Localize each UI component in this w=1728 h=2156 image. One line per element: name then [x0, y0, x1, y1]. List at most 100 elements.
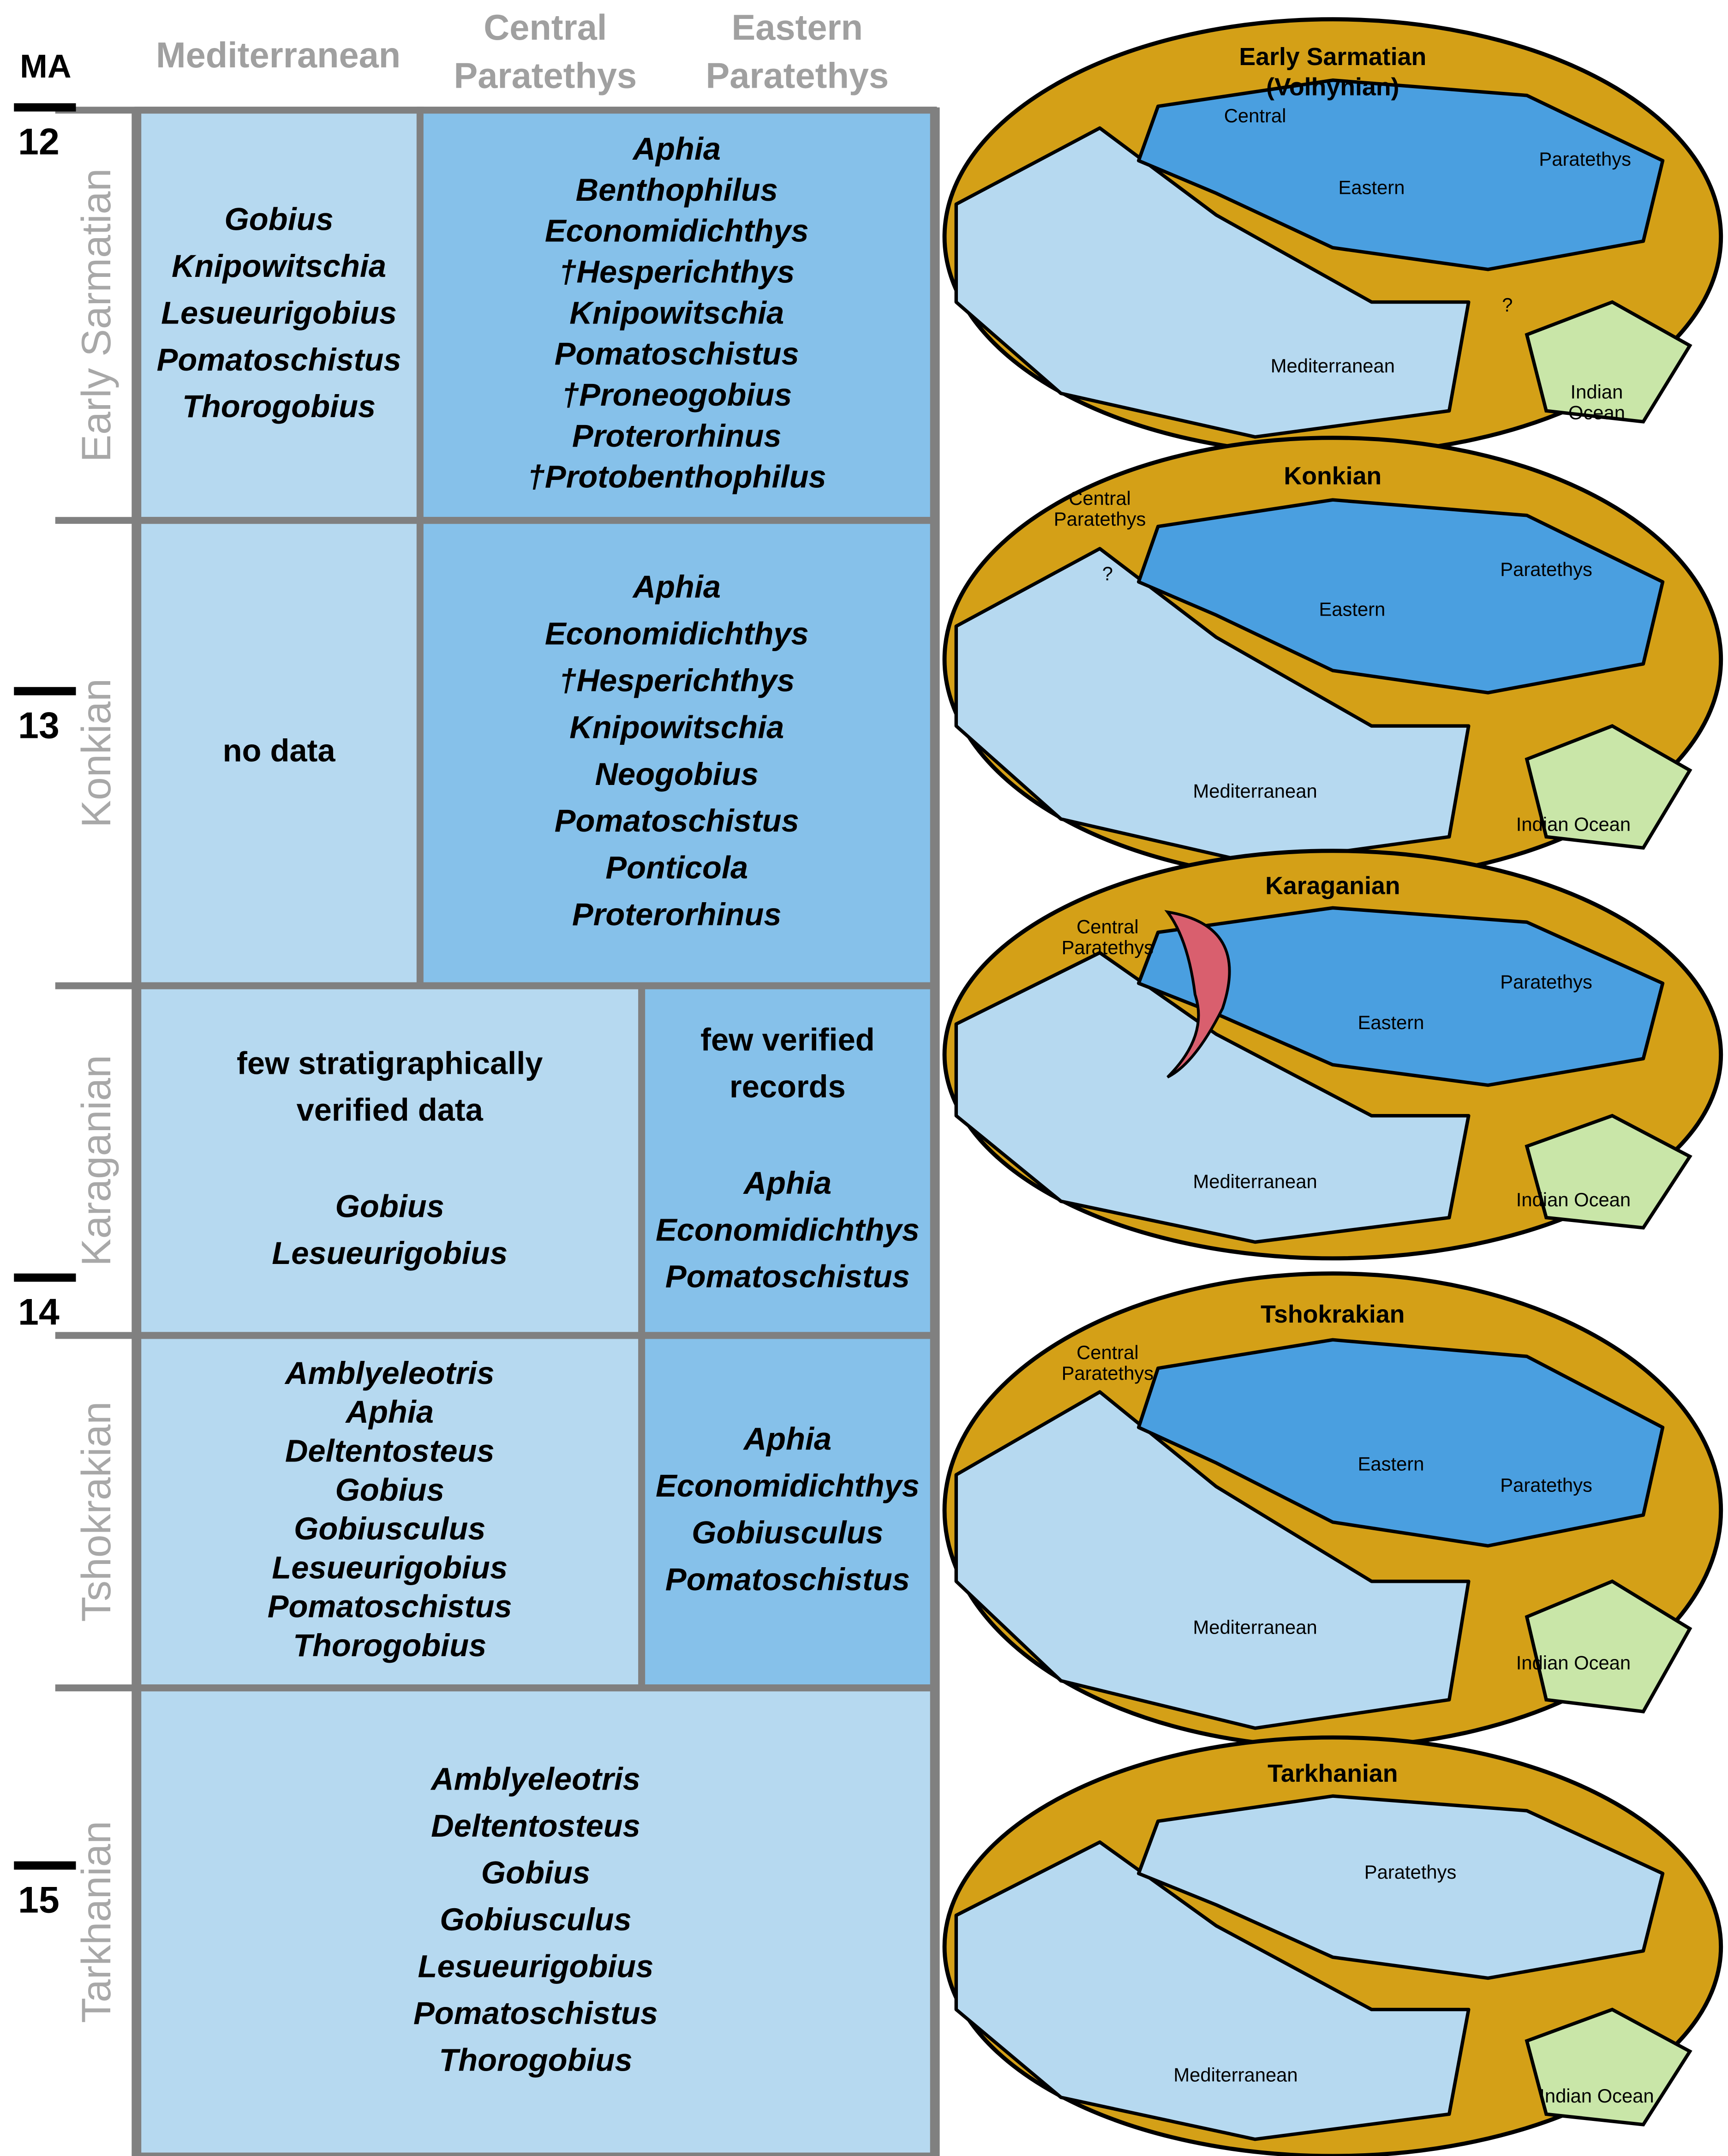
taxon: Pomatoschistus [268, 1589, 512, 1624]
taxon: Thorogobius [182, 389, 376, 424]
paratethys-sea [1136, 1794, 1665, 1980]
mediterranean-sea [954, 951, 1471, 1244]
map-label: Indian Ocean [1516, 813, 1631, 835]
mediterranean-sea [954, 1390, 1471, 1730]
ma-tick-label: 15 [18, 1879, 60, 1921]
ma-tick-label: 12 [18, 121, 60, 163]
taxon: Economidichthys [545, 616, 809, 651]
map-label: Paratethys [1539, 148, 1631, 170]
taxon: †Hesperichthys [559, 254, 795, 289]
table-cell [638, 1332, 937, 1692]
map-label: Central [1069, 487, 1131, 509]
map-label: Eastern [1358, 1012, 1424, 1033]
map-label: Paratethys [1500, 971, 1592, 993]
taxon: †Hesperichthys [559, 663, 795, 698]
taxon: Amblyeleotris [430, 1761, 640, 1797]
indian-ocean [1525, 300, 1692, 424]
ma-tick-label: 13 [18, 705, 60, 746]
taxon: Lesueurigobius [161, 295, 397, 330]
map-title: Konkian [1284, 462, 1381, 490]
taxon: Gobiusculus [294, 1511, 486, 1546]
map-title: Tarkhanian [1268, 1760, 1398, 1787]
paratethys-sea [1136, 498, 1665, 695]
map-label: Eastern [1339, 176, 1405, 198]
taxon: Economidichthys [656, 1212, 920, 1247]
taxon: Lesueurigobius [272, 1550, 508, 1585]
taxon: Proterorhinus [572, 418, 782, 454]
reef-crescent [1164, 910, 1231, 1078]
map-label: Mediterranean [1193, 1170, 1317, 1192]
indian-ocean [1525, 2007, 1692, 2126]
taxon: Deltentosteus [285, 1433, 495, 1468]
taxon: Deltentosteus [431, 1808, 640, 1844]
map-title: Karaganian [1265, 872, 1400, 899]
indian-ocean [1525, 1579, 1692, 1713]
taxon: †Protobenthophilus [527, 459, 826, 495]
map-label: Mediterranean [1173, 2064, 1297, 2086]
map-label: ? [1102, 563, 1113, 585]
taxon: Pomatoschistus [665, 1562, 910, 1597]
ma-tick-label: 14 [18, 1291, 60, 1333]
stage-name: Karaganian [73, 1055, 119, 1266]
taxon: Thorogobius [439, 2042, 632, 2078]
taxon: Neogobius [595, 756, 759, 792]
taxon: Knipowitschia [569, 295, 784, 330]
taxon: Knipowitschia [569, 709, 784, 745]
map-label: Paratethys [1062, 1362, 1154, 1384]
table-cell [134, 107, 424, 524]
taxon: Gobius [481, 1855, 590, 1891]
taxon: Aphia [632, 569, 721, 605]
map-label: Ocean [1568, 401, 1625, 423]
paratethys-sea [1136, 1338, 1665, 1548]
taxon: Gobiusculus [440, 1902, 632, 1937]
taxon: Pomatoschistus [157, 342, 401, 377]
ma-header: MA [20, 48, 71, 85]
taxon: Proterorhinus [572, 897, 782, 932]
map-label: Paratethys [1054, 508, 1146, 530]
stage-name: Tarkhanian [73, 1821, 119, 2023]
map-label: Indian Ocean [1516, 1652, 1631, 1673]
column-header: Mediterranean [156, 36, 401, 75]
taxon: Gobiusculus [692, 1515, 884, 1551]
map: KonkianCentralParatethysParatethysEaster… [942, 436, 1723, 883]
mediterranean-sea [954, 547, 1471, 865]
column-header: Paratethys [706, 56, 889, 96]
taxon: Thorogobius [293, 1628, 486, 1663]
map-label: Indian Ocean [1539, 2085, 1654, 2107]
map-label: Paratethys [1500, 1474, 1592, 1496]
map: KaraganianCentralParatethysParatethysEas… [942, 849, 1723, 1261]
map-label: Eastern [1358, 1453, 1424, 1474]
taxon: Ponticola [605, 850, 748, 886]
taxon: Gobius [224, 201, 333, 237]
table-cell [416, 517, 937, 989]
column-header: Eastern [732, 8, 863, 48]
map-label: Paratethys [1500, 558, 1592, 580]
taxon: Amblyeleotris [284, 1355, 495, 1391]
column-header: Paratethys [454, 56, 637, 96]
indian-ocean [1525, 1114, 1692, 1230]
table-cell [134, 1332, 646, 1692]
taxon: Pomatoschistus [555, 336, 799, 371]
map-label: ? [1502, 294, 1513, 316]
stage-name: Early Sarmatian [73, 168, 119, 462]
map: Tarkhanian Paratethys Mediterranean Indian … [942, 1735, 1723, 2156]
taxon: Lesueurigobius [272, 1235, 508, 1271]
taxon: Aphia [632, 131, 721, 167]
map-label: Indian Ocean [1516, 1189, 1631, 1210]
map-label: Mediterranean [1193, 780, 1317, 802]
taxon: Aphia [743, 1421, 832, 1457]
taxon: †Proneogobius [562, 377, 792, 413]
taxon: Pomatoschistus [555, 803, 799, 838]
cell-note: few stratigraphically [237, 1045, 543, 1081]
taxon: Pomatoschistus [413, 1995, 658, 2031]
cell-note: few verified [700, 1022, 875, 1058]
cell-note: records [729, 1069, 846, 1104]
map-label: Paratethys [1364, 1861, 1457, 1883]
table-cell [134, 982, 646, 1339]
taxon: Economidichthys [656, 1468, 920, 1503]
taxon: Aphia [345, 1394, 434, 1430]
stage-name: Tshokrakian [73, 1401, 119, 1622]
taxon: Gobius [335, 1472, 444, 1508]
map: TshokrakianCentralParatethysEasternParat… [942, 1271, 1723, 1749]
